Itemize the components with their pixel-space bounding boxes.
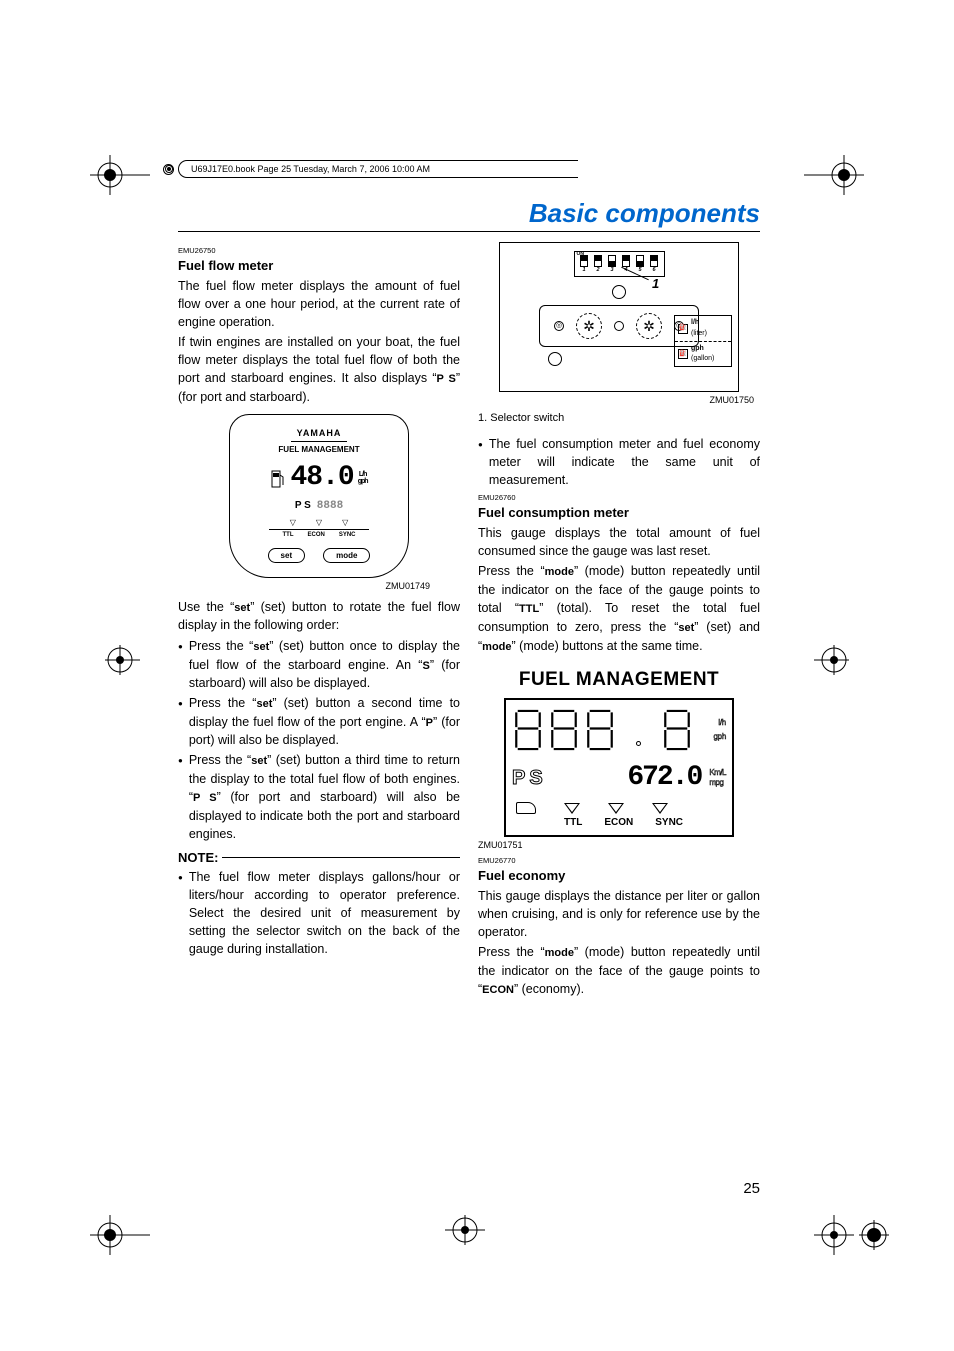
fm-top-row: l/h gph: [512, 708, 726, 752]
figure-gauge: YAMAHA FUEL MANAGEMENT 48.0 L/hgph P S 8…: [178, 414, 460, 593]
fuel-icon: ⛽: [678, 349, 688, 359]
knob-icon: [612, 285, 626, 299]
mode-button-label: mode: [323, 548, 370, 564]
gauge-mode-labels: TTL ECON SYNC: [269, 529, 369, 540]
heading-fuel-economy: Fuel economy: [478, 867, 760, 886]
body-text: This gauge displays the total amount of …: [478, 524, 760, 560]
crop-mark-tr: [804, 155, 864, 215]
crop-mark-br: [794, 1195, 894, 1255]
figure-legend: 1. Selector switch: [478, 411, 760, 427]
port-icon: [614, 321, 624, 331]
fuel-management-title: FUEL MANAGEMENT: [478, 666, 760, 694]
switch-diagram: ON 1 2 3 4 5 6 1 ✲ ✲: [499, 242, 739, 392]
gauge-label: FUEL MANAGEMENT: [238, 444, 400, 456]
list-item: Press the “set” (set) button once to dis…: [178, 637, 460, 693]
indicator-arrow-icon: [608, 803, 624, 814]
body-text: Press the “mode” (mode) button repeatedl…: [478, 562, 760, 656]
fuel-management-panel: l/h gph PS 672.0 Km/L mpg: [504, 698, 734, 837]
note-rule: [222, 857, 460, 858]
fm-value: 672.0: [551, 758, 702, 799]
gauge-ps-row: P S 8888: [238, 499, 400, 515]
seg-digit-icon: [584, 708, 616, 752]
gauge-arrows: ▽▽▽: [238, 517, 400, 529]
list-item: The fuel flow meter displays gallons/hou…: [178, 868, 460, 959]
boat-icon: [516, 802, 536, 814]
figure-caption: ZMU01749: [385, 580, 430, 593]
screw-icon: [554, 321, 564, 331]
port-icon: [548, 352, 562, 366]
list-item: Press the “set” (set) button a third tim…: [178, 751, 460, 843]
emu-code: EMU26750: [178, 246, 460, 257]
fm-bottom-row: [512, 802, 726, 814]
note-heading: NOTE:: [178, 849, 460, 868]
page-number: 25: [743, 1180, 760, 1197]
right-column: ON 1 2 3 4 5 6 1 ✲ ✲: [478, 242, 760, 1001]
body-text: Press the “mode” (mode) button repeatedl…: [478, 943, 760, 999]
seg-digit-icon: [661, 708, 693, 752]
unit-legend: ⛽l/h(liter) ⛽gph(gallon): [674, 315, 732, 367]
crop-mark-ml: [70, 640, 140, 680]
print-header: U69J17E0.book Page 25 Tuesday, March 7, …: [178, 160, 578, 178]
bullet-list: The fuel consumption meter and fuel econ…: [478, 435, 760, 489]
body-text: The fuel flow meter displays the amount …: [178, 277, 460, 331]
list-item: The fuel consumption meter and fuel econ…: [478, 435, 760, 489]
figure-caption: ZMU01750: [709, 394, 754, 407]
gauge-buttons: set mode: [238, 548, 400, 564]
figure-selector-switch: ON 1 2 3 4 5 6 1 ✲ ✲: [478, 242, 760, 407]
unit-labels: Km/L mpg: [709, 768, 726, 787]
emu-code: EMU26770: [478, 856, 760, 867]
bullet-list: Press the “set” (set) button once to dis…: [178, 637, 460, 843]
left-column: EMU26750 Fuel flow meter The fuel flow m…: [178, 242, 460, 1001]
fuel-icon: ⛽: [678, 324, 688, 334]
list-item: Press the “set” (set) button a second ti…: [178, 694, 460, 750]
crop-mark-bl: [90, 1195, 150, 1255]
figure-caption: ZMU01751: [478, 839, 736, 852]
header-text: U69J17E0.book Page 25 Tuesday, March 7, …: [191, 164, 430, 174]
heading-fuel-flow: Fuel flow meter: [178, 257, 460, 276]
dip-switch-row: ON 1 2 3 4 5 6: [574, 251, 665, 277]
fm-mode-labels: TTL ECON SYNC: [512, 816, 726, 831]
body-text: This gauge displays the distance per lit…: [478, 887, 760, 941]
gauge-illustration: YAMAHA FUEL MANAGEMENT 48.0 L/hgph P S 8…: [229, 414, 409, 578]
body-text: Use the “set” (set) button to rotate the…: [178, 598, 460, 635]
indicator-arrow-icon: [564, 803, 580, 814]
section-title: Basic components: [178, 198, 760, 232]
ps-indicator: PS: [512, 764, 543, 793]
gauge-brand: YAMAHA: [291, 427, 348, 442]
header-dot-icon: [163, 164, 174, 175]
indicator-arrow-icon: [652, 803, 668, 814]
seg-digit-icon: [548, 708, 580, 752]
note-list: The fuel flow meter displays gallons/hou…: [178, 868, 460, 959]
crop-mark-bm: [430, 1210, 500, 1250]
gauge-reading: 48.0 L/hgph: [238, 458, 400, 499]
fm-mid-row: PS 672.0 Km/L mpg: [512, 758, 726, 799]
leader-number: 1: [652, 275, 659, 294]
gear-icon: ✲: [636, 313, 662, 339]
crop-mark-tl: [90, 155, 150, 215]
decimal-icon: [636, 741, 641, 746]
gear-icon: ✲: [576, 313, 602, 339]
fuel-icon: [270, 467, 286, 489]
body-text: If twin engines are installed on your bo…: [178, 333, 460, 406]
unit-labels: l/h gph: [714, 717, 726, 742]
page-content: Basic components EMU26750 Fuel flow mete…: [178, 198, 760, 1001]
emu-code: EMU26760: [478, 493, 760, 504]
seg-digit-icon: [512, 708, 544, 752]
crop-mark-mr: [814, 640, 884, 680]
heading-fuel-consumption: Fuel consumption meter: [478, 504, 760, 523]
set-button-label: set: [268, 548, 306, 564]
